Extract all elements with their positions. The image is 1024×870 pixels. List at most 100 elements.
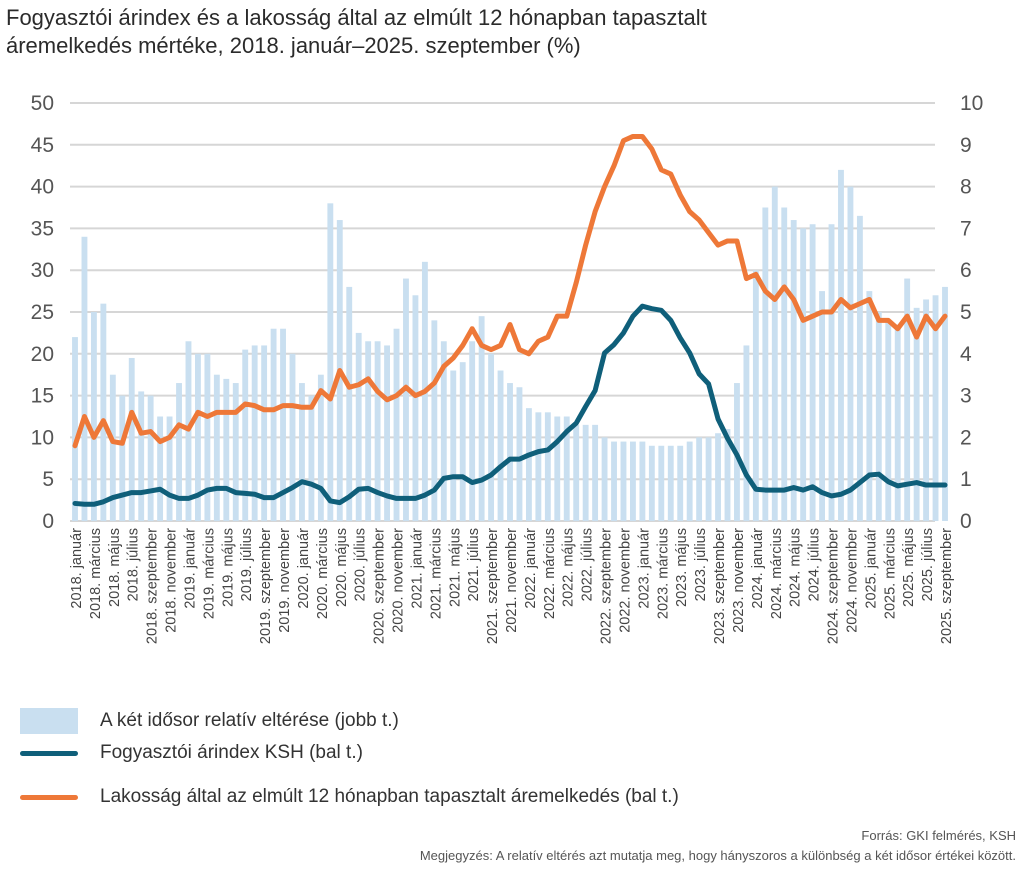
legend-swatch-bar <box>20 708 78 734</box>
bar <box>932 295 939 521</box>
x-tick-label: 2019. május <box>220 528 236 607</box>
right-tick-label: 5 <box>960 301 972 324</box>
right-tick-label: 0 <box>960 510 972 533</box>
bar <box>705 437 712 521</box>
bar <box>592 424 599 521</box>
x-tick-label: 2025. május <box>901 528 917 607</box>
right-tick-label: 7 <box>960 217 972 240</box>
bar <box>563 416 570 521</box>
bar <box>809 224 816 521</box>
bar <box>715 433 721 521</box>
right-tick-label: 6 <box>960 259 972 282</box>
source-note: Forrás: GKI felmérés, KSH <box>861 828 1016 843</box>
legend-label: A két idősor relatív eltérése (jobb t.) <box>100 710 399 731</box>
bar <box>838 169 844 521</box>
bar <box>601 437 608 521</box>
x-tick-label: 2024. november <box>844 528 860 633</box>
bar <box>752 270 759 521</box>
right-tick-label: 8 <box>960 176 972 199</box>
x-tick-label: 2019. január <box>182 528 198 609</box>
legend-label: Fogyasztói árindex KSH (bal t.) <box>100 742 363 763</box>
x-tick-label: 2024. január <box>750 528 766 609</box>
bar <box>790 220 797 522</box>
x-tick-label: 2020. november <box>391 528 407 633</box>
bar <box>781 207 788 521</box>
bar <box>516 387 523 521</box>
x-tick-label: 2025. szeptember <box>939 528 955 644</box>
x-tick-label: 2019. július <box>239 528 255 601</box>
title-line-2: áremelkedés mértéke, 2018. január–2025. … <box>6 33 581 58</box>
bar <box>885 320 892 521</box>
legend-item-perceived: Lakosság által az elmúlt 12 hónapban tap… <box>20 786 679 808</box>
method-note: Megjegyzés: A relatív eltérés azt mutatj… <box>419 848 1016 863</box>
bar <box>100 303 107 521</box>
bar <box>261 345 268 521</box>
x-tick-label: 2018. november <box>164 528 180 633</box>
bar <box>913 307 920 521</box>
x-tick-label: 2018. július <box>126 528 142 601</box>
left-tick-label: 25 <box>31 301 54 324</box>
bar <box>743 345 750 521</box>
legend-item-cpi: Fogyasztói árindex KSH (bal t.) <box>20 742 363 764</box>
bar <box>138 391 145 521</box>
bar <box>942 286 948 521</box>
bar <box>440 341 447 521</box>
bar <box>270 328 277 521</box>
x-tick-label: 2021. július <box>466 528 482 601</box>
x-tick-label: 2020. május <box>334 528 350 607</box>
bar <box>81 236 88 521</box>
left-tick-label: 50 <box>31 92 54 115</box>
legend-swatch-perceived <box>20 794 78 800</box>
x-tick-label: 2023. május <box>674 528 690 607</box>
left-tick-label: 40 <box>31 176 54 199</box>
bar <box>251 345 258 521</box>
right-tick-label: 1 <box>960 468 972 491</box>
bar <box>630 441 636 521</box>
x-tick-label: 2020. március <box>315 528 331 619</box>
bar <box>384 345 390 521</box>
bar <box>317 374 324 521</box>
bar <box>346 286 353 521</box>
bar <box>119 395 126 521</box>
bar <box>327 203 334 521</box>
bar <box>299 383 305 521</box>
left-tick-label: 30 <box>31 259 54 282</box>
bar <box>875 312 882 521</box>
bar <box>478 316 485 521</box>
x-tick-label: 2022. július <box>580 528 596 601</box>
bar <box>582 424 589 521</box>
bar <box>147 395 154 521</box>
bar <box>724 429 731 521</box>
bar <box>280 328 286 521</box>
bar <box>374 341 381 521</box>
bar <box>450 370 457 521</box>
bar <box>648 445 655 521</box>
left-tick-label: 45 <box>31 134 54 157</box>
bar <box>213 374 220 521</box>
bar <box>507 383 513 521</box>
left-tick-label: 15 <box>31 385 54 408</box>
bar <box>677 445 684 521</box>
bar <box>204 353 211 521</box>
bar <box>355 332 362 521</box>
bar <box>365 341 372 521</box>
x-tick-label: 2025. július <box>920 528 936 601</box>
bar <box>696 437 703 521</box>
bar <box>639 441 646 521</box>
left-tick-label: 10 <box>31 426 54 449</box>
bar <box>819 291 825 521</box>
footer: Forrás: GKI felmérés, KSH Megjegyzés: A … <box>420 826 1016 866</box>
bar <box>393 328 400 521</box>
x-tick-label: 2018. január <box>69 528 85 609</box>
bar <box>157 416 164 521</box>
legend-item-deviation: A két idősor relatív eltérése (jobb t.) <box>20 708 399 734</box>
left-tick-label: 35 <box>31 217 54 240</box>
x-tick-label: 2024. május <box>788 528 804 607</box>
bar <box>762 207 769 521</box>
x-tick-label: 2024. július <box>807 528 823 601</box>
x-tick-label: 2021. szeptember <box>485 528 501 644</box>
bar <box>166 416 173 521</box>
bar <box>412 295 419 521</box>
bar <box>535 412 542 521</box>
